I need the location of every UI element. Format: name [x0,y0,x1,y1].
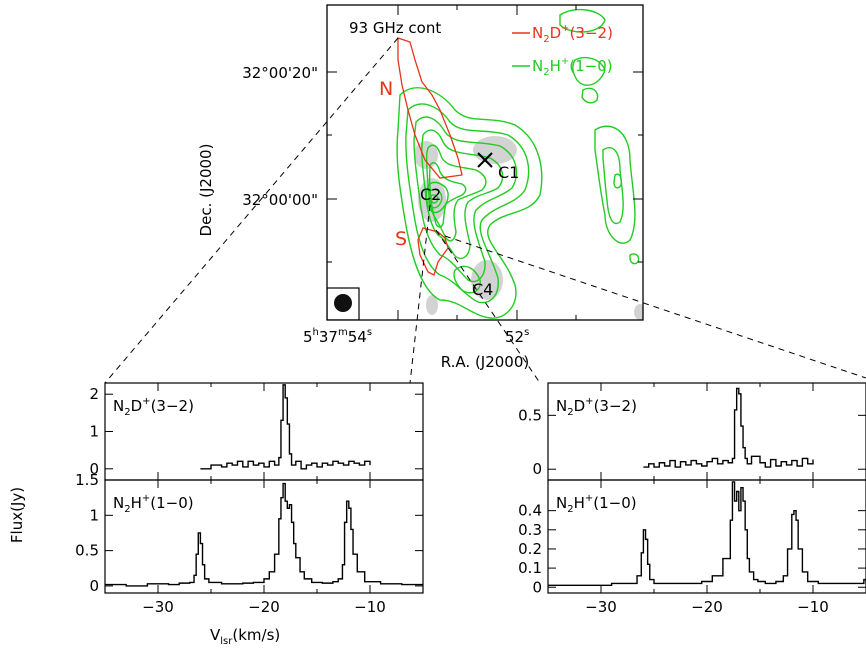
region-s-label: S [395,228,407,250]
spectrum-label: N2D+(3−2) [113,396,194,418]
source-c2-label: C2 [420,185,441,204]
legend-n2d-label: N2D+(3−2) [532,23,613,45]
flux-axis-label: Flux(Jy) [8,487,26,543]
y-tick-label: 0.4 [518,502,542,520]
y-tick-label: 1 [89,506,99,524]
x-tick-label: −10 [797,598,829,616]
y-tick-label: 0.1 [518,559,542,577]
x-tick-label: −20 [248,598,280,616]
map-panel: 93 GHz cont N2D+(3−2) N2H+(1−0) N S C1 C… [197,4,644,371]
dec-tick-2: 32°00'00" [242,191,318,209]
y-tick-label: 0 [532,460,542,478]
map-frame [326,4,644,321]
n2d-contours [397,37,463,276]
continuum-label: 93 GHz cont [349,19,441,37]
spectrum-right-bottom: 00.10.20.30.4 −30 −20 −10 N2H+(1−0) [518,479,866,616]
n2h-contours [396,8,640,319]
x-tick-label: −10 [354,598,386,616]
map-image [327,8,643,320]
y-tick-label: 0.2 [518,540,542,558]
dec-tick-1: 32°00'20" [242,64,318,82]
c1-cross-icon [477,152,493,168]
y-tick-label: 0.5 [518,406,542,424]
ra-tick-right: 52s [505,327,529,346]
y-tick-label: 1.5 [75,471,99,489]
spectrum-right-top: 0 0.5 N2D+(3−2) [518,382,866,481]
y-tick-label: 0 [89,460,99,478]
spectrum-label: N2D+(3−2) [556,396,637,418]
y-tick-label: 0 [89,577,99,595]
ra-tick-left: 5h37m54s [303,327,372,346]
region-n-label: N [379,78,393,100]
spectrum-line [643,387,814,468]
map-legend: N2D+(3−2) N2H+(1−0) [512,23,613,78]
y-tick-label: 0 [532,578,542,596]
spectrum-line [548,481,866,587]
beam-box [327,287,360,320]
spectrum-label: N2H+(1−0) [113,493,194,515]
spectrum-line [105,482,423,587]
velocity-axis-label: Vlsr(km/s) [210,626,280,647]
map-ticks [327,5,643,320]
source-c1-label: C1 [498,163,519,182]
y-tick-label: 0.3 [518,521,542,539]
spectrum-label: N2H+(1−0) [556,493,637,515]
x-tick-label: −30 [142,598,174,616]
y-tick-label: 0.5 [75,542,99,560]
connector-lines [104,37,866,384]
spectrum-line [200,384,371,470]
spectrum-left-bottom: 0 0.5 1 1.5 −30 −20 −10 N2H+(1−0) [75,471,424,616]
y-tick-label: 2 [89,385,99,403]
x-tick-label: −20 [691,598,723,616]
legend-n2h-label: N2H+(1−0) [532,56,613,78]
source-c4-label: C4 [472,280,493,299]
y-tick-label: 1 [89,423,99,441]
beam-ellipse [334,294,352,312]
spectrum-left-top: 0 1 2 N2D+(3−2) [89,382,424,481]
ra-axis-label: R.A. (J2000) [441,353,530,371]
x-tick-label: −30 [585,598,617,616]
dec-axis-label: Dec. (J2000) [197,144,215,237]
